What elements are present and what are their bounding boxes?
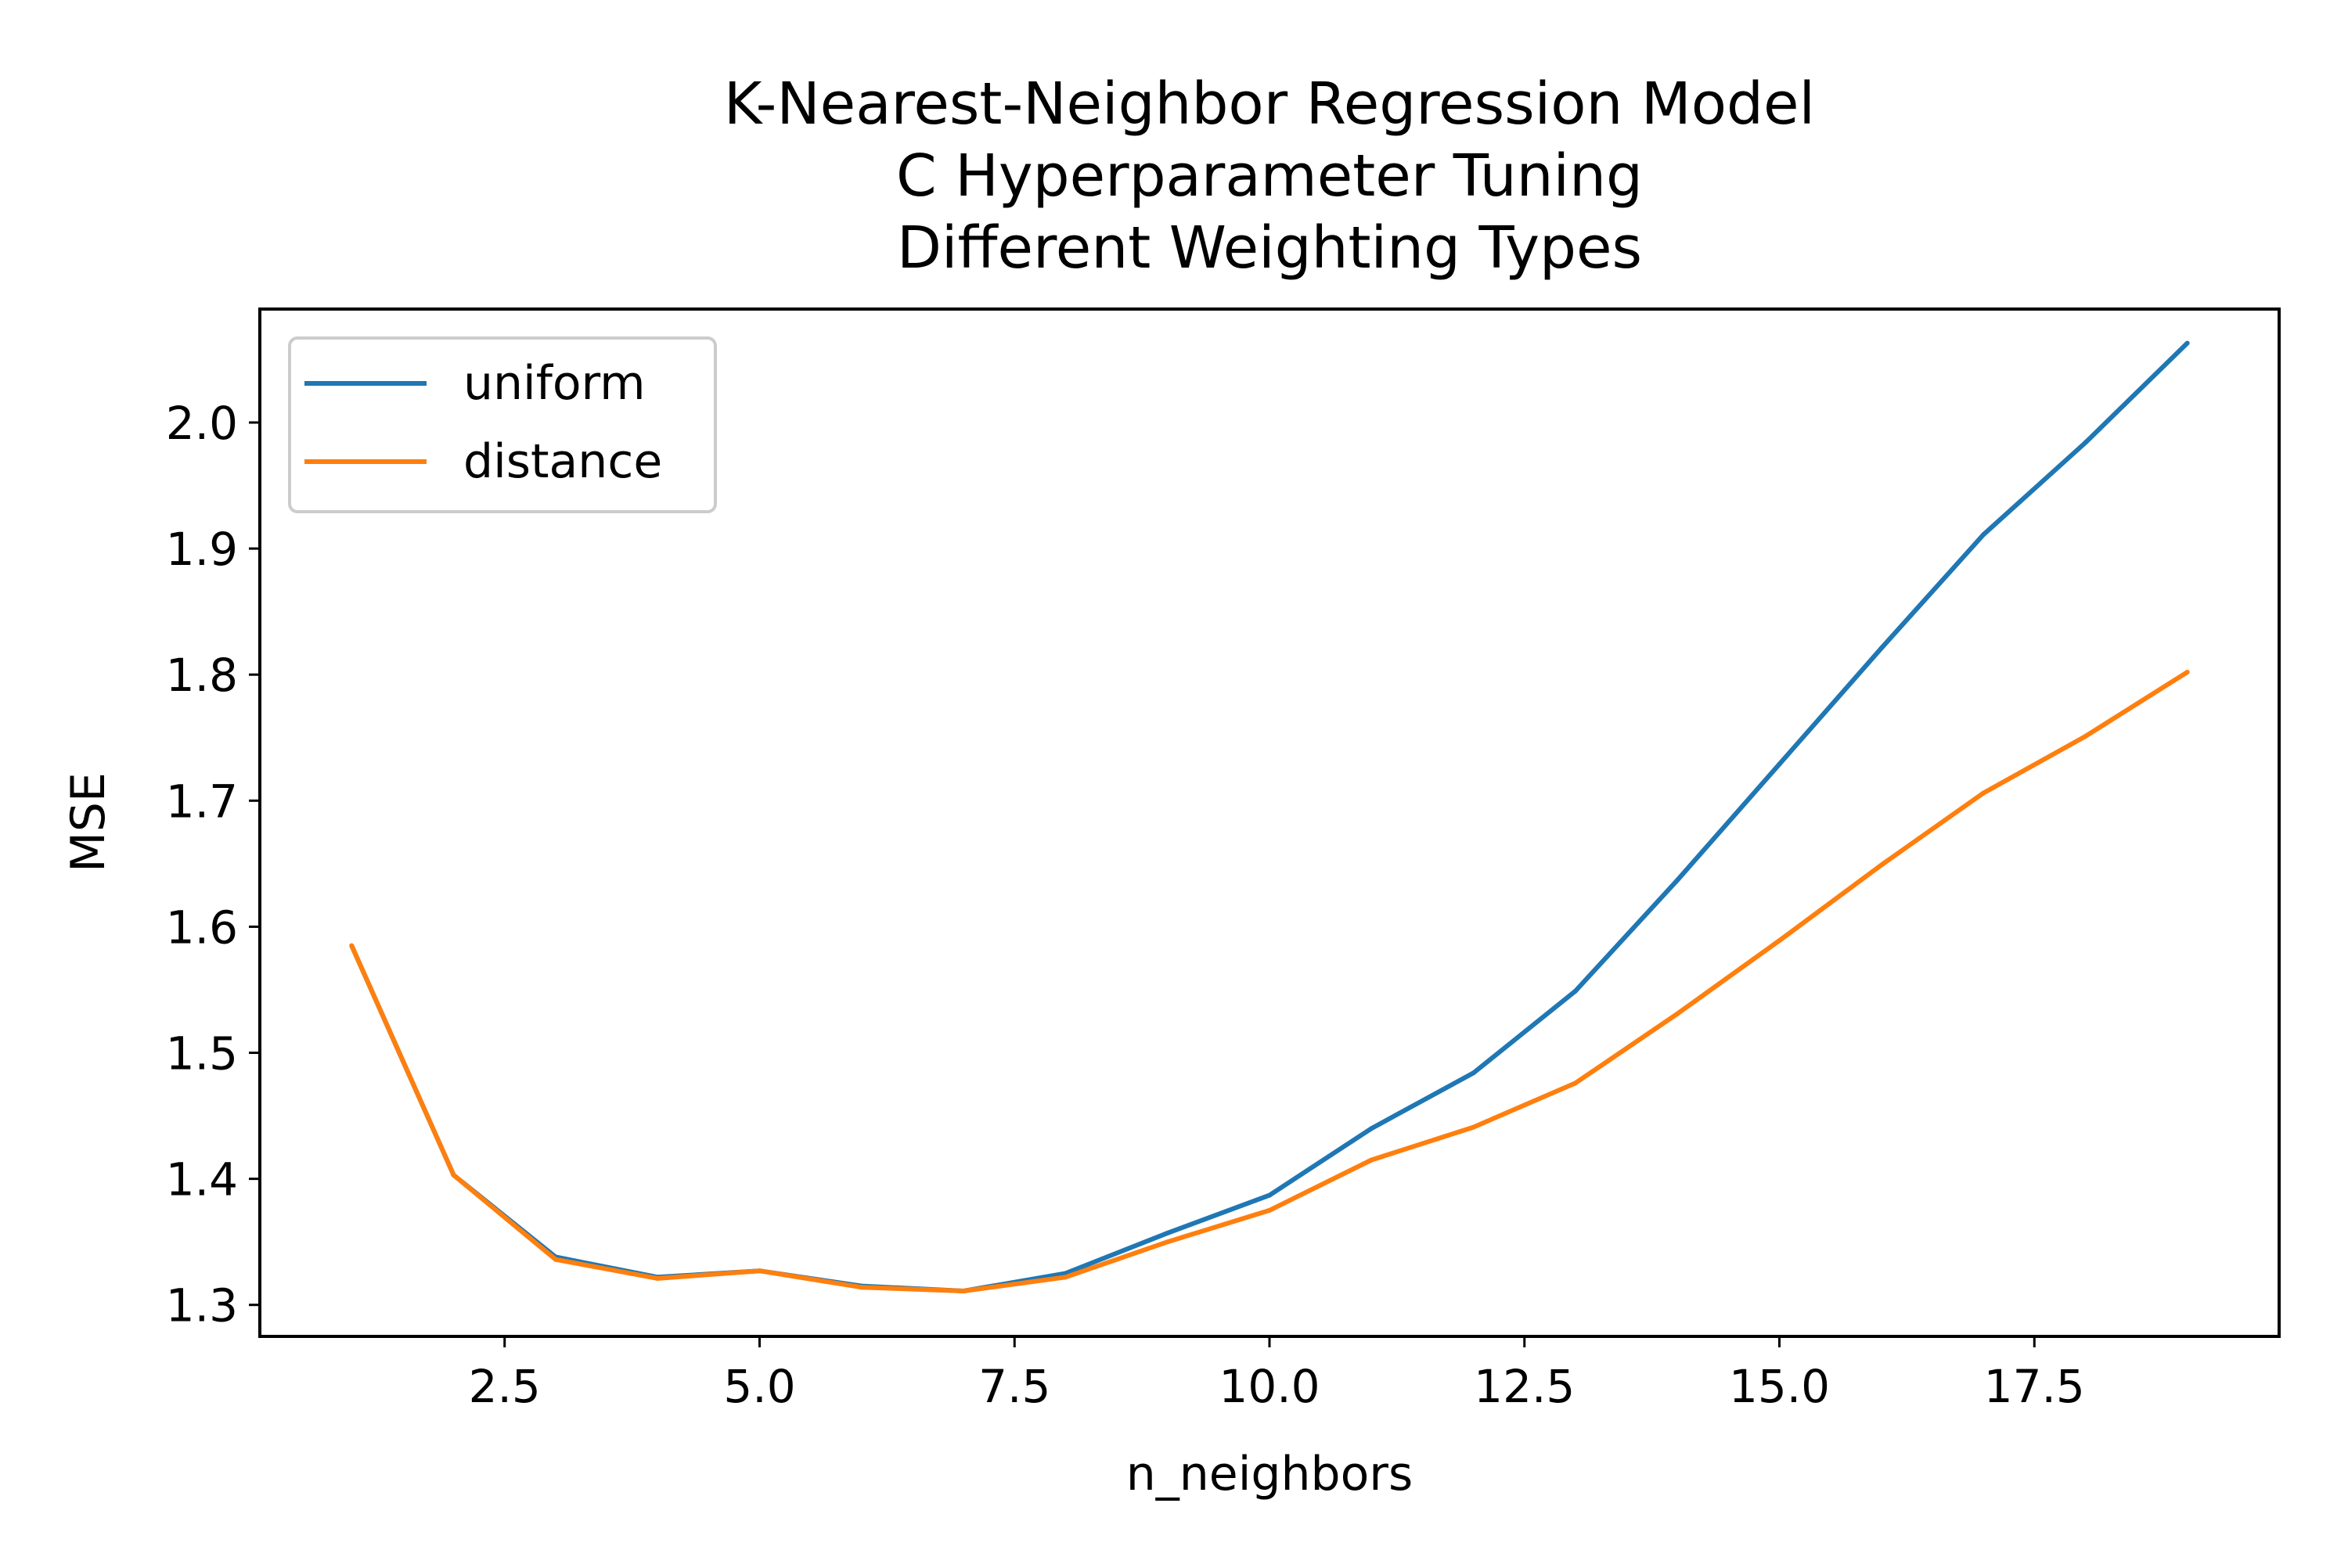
data-point-uniform-14 bbox=[1675, 877, 1680, 883]
data-point-uniform-17 bbox=[1981, 532, 1986, 538]
series-line-distance bbox=[349, 670, 2189, 1293]
x-tick-label: 12.5 bbox=[1474, 1360, 1575, 1413]
data-point-distance-9 bbox=[1165, 1239, 1170, 1245]
data-point-uniform-19 bbox=[2184, 340, 2190, 346]
y-tick-label: 1.6 bbox=[166, 901, 238, 954]
y-tick-label: 2.0 bbox=[166, 397, 238, 450]
y-tick-label: 1.3 bbox=[166, 1279, 238, 1332]
data-point-distance-8 bbox=[1063, 1275, 1068, 1280]
legend-label-uniform: uniform bbox=[463, 356, 646, 411]
x-axis-ticks: 2.5 5.0 7.5 10.0 12.5 15.0 17.5 bbox=[469, 1336, 2085, 1413]
y-axis-ticks: 1.3 1.4 1.5 1.6 1.7 1.8 1.9 2.0 bbox=[166, 397, 260, 1332]
data-point-distance-10 bbox=[1267, 1207, 1272, 1213]
data-point-distance-7 bbox=[961, 1289, 967, 1293]
chart-title-line-2: C Hyperparameter Tuning bbox=[896, 142, 1643, 210]
x-tick-label: 10.0 bbox=[1219, 1360, 1320, 1413]
y-tick-label: 1.9 bbox=[166, 523, 238, 576]
legend-label-distance: distance bbox=[463, 434, 662, 489]
data-point-distance-13 bbox=[1572, 1081, 1578, 1086]
data-point-distance-4 bbox=[655, 1275, 661, 1281]
data-point-uniform-15 bbox=[1777, 761, 1782, 767]
data-point-distance-6 bbox=[859, 1285, 864, 1290]
chart-title: K-Nearest-Neighbor Regression Model C Hy… bbox=[724, 70, 1815, 282]
data-point-uniform-11 bbox=[1369, 1126, 1374, 1131]
data-point-uniform-13 bbox=[1572, 988, 1578, 994]
y-axis-label: MSE bbox=[61, 772, 116, 872]
data-point-distance-15 bbox=[1777, 938, 1782, 944]
series-group bbox=[349, 340, 2190, 1293]
data-point-distance-1 bbox=[349, 943, 355, 948]
data-point-distance-5 bbox=[757, 1268, 762, 1274]
data-point-distance-19 bbox=[2184, 670, 2190, 674]
y-tick-label: 1.8 bbox=[166, 649, 238, 702]
x-tick-label: 7.5 bbox=[978, 1360, 1050, 1413]
data-point-uniform-9 bbox=[1165, 1230, 1170, 1235]
x-tick-label: 15.0 bbox=[1729, 1360, 1830, 1413]
data-point-uniform-18 bbox=[2083, 440, 2088, 445]
y-tick-label: 1.7 bbox=[166, 775, 238, 828]
data-point-distance-16 bbox=[1878, 862, 1884, 868]
data-point-distance-14 bbox=[1675, 1011, 1680, 1016]
x-axis-label: n_neighbors bbox=[1126, 1447, 1413, 1501]
data-point-distance-3 bbox=[553, 1257, 558, 1262]
legend: uniform distance bbox=[288, 336, 717, 513]
data-point-distance-12 bbox=[1471, 1124, 1476, 1130]
y-tick-label: 1.5 bbox=[166, 1027, 238, 1081]
data-point-uniform-16 bbox=[1878, 646, 1884, 651]
data-point-distance-2 bbox=[451, 1172, 456, 1178]
x-tick-label: 2.5 bbox=[469, 1360, 541, 1413]
y-tick-label: 1.4 bbox=[166, 1153, 238, 1207]
data-point-distance-18 bbox=[2083, 734, 2088, 739]
data-point-uniform-10 bbox=[1267, 1192, 1272, 1198]
x-tick-label: 17.5 bbox=[1984, 1360, 2085, 1413]
x-tick-label: 5.0 bbox=[723, 1360, 795, 1413]
data-point-distance-17 bbox=[1981, 790, 1986, 796]
data-point-distance-11 bbox=[1369, 1157, 1374, 1163]
data-point-uniform-12 bbox=[1471, 1070, 1476, 1076]
chart-title-line-3: Different Weighting Types bbox=[897, 214, 1642, 282]
chart-title-line-1: K-Nearest-Neighbor Regression Model bbox=[724, 70, 1815, 138]
